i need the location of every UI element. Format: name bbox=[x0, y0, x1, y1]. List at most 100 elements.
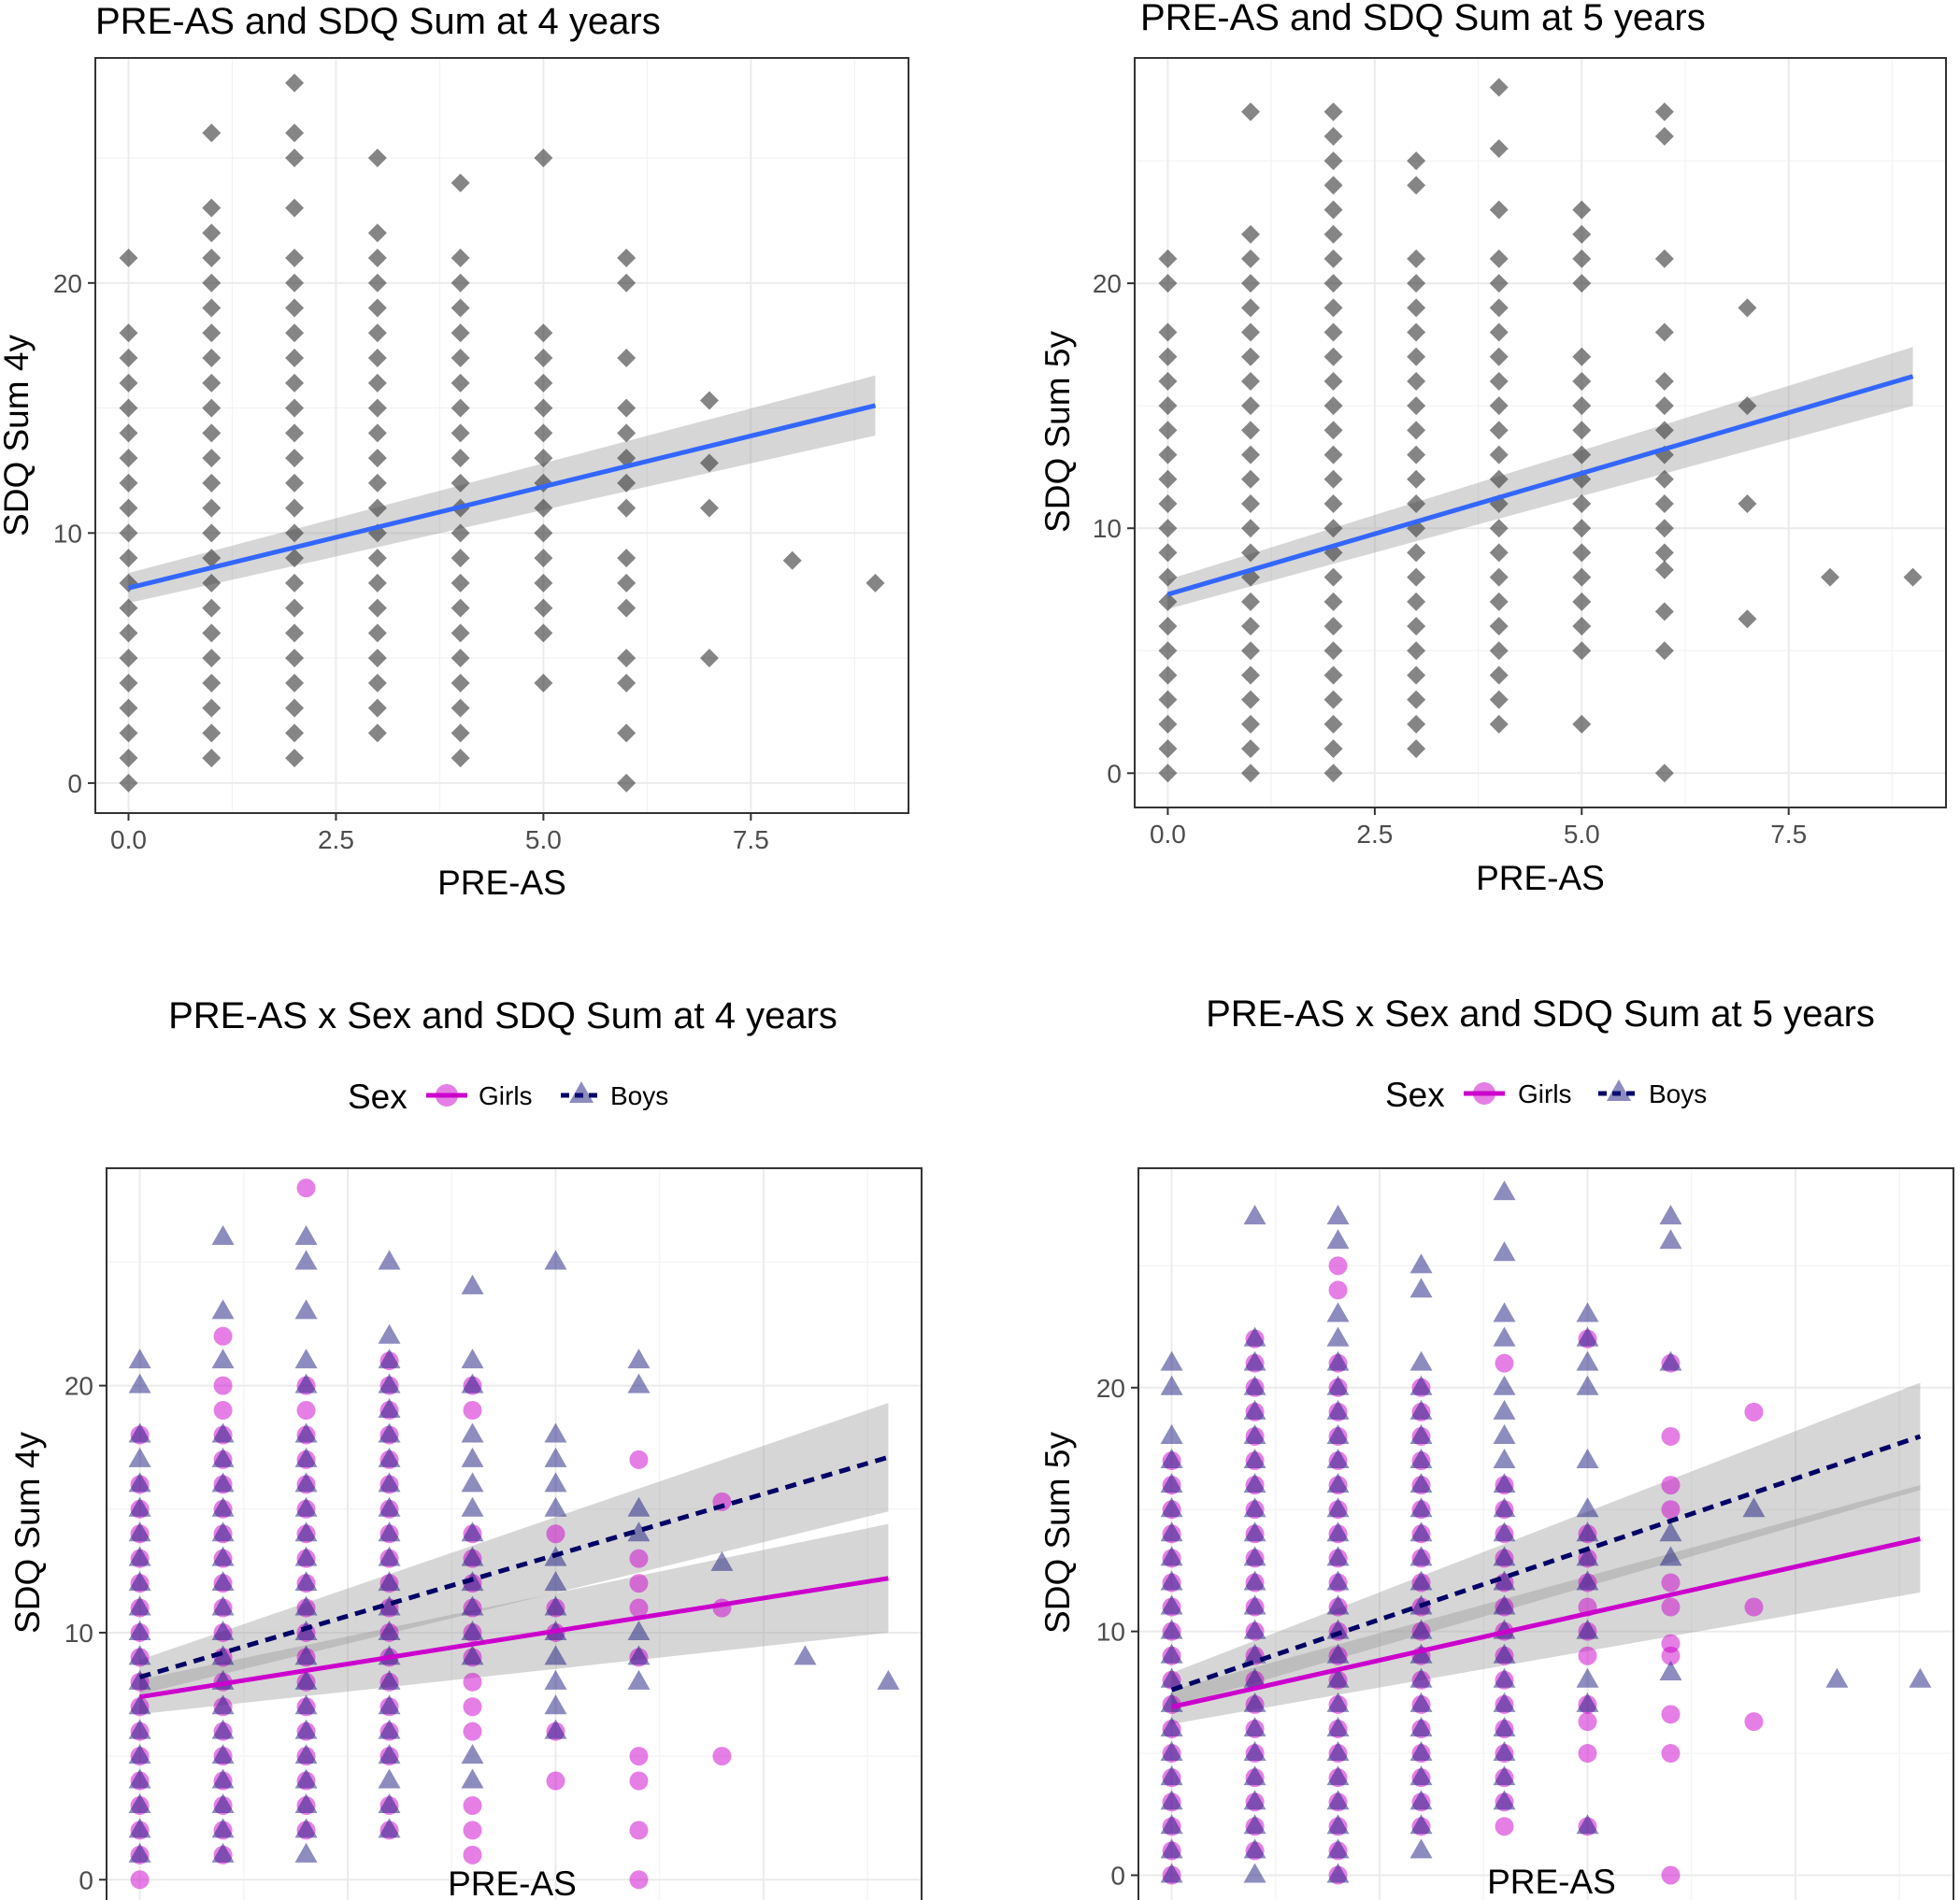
data-point bbox=[119, 423, 138, 443]
gridlines bbox=[1135, 58, 1946, 807]
data-point bbox=[119, 598, 138, 618]
data-point-boys bbox=[1409, 1741, 1433, 1762]
data-point bbox=[367, 423, 387, 443]
data-point-boys bbox=[1493, 1423, 1516, 1444]
data-point bbox=[1241, 494, 1260, 514]
data-point-boys bbox=[1493, 1643, 1516, 1664]
data-point bbox=[1158, 347, 1178, 366]
data-point bbox=[1572, 714, 1592, 734]
y-tick-label: 0 bbox=[79, 1865, 93, 1894]
data-point-boys bbox=[294, 1422, 318, 1443]
data-point-boys bbox=[1326, 1205, 1350, 1225]
data-point-boys bbox=[1576, 1497, 1599, 1518]
legend-key-boys bbox=[1598, 1079, 1639, 1101]
data-point bbox=[451, 549, 470, 568]
data-point bbox=[119, 749, 138, 768]
data-point bbox=[285, 523, 305, 543]
data-point-boys bbox=[1243, 1814, 1266, 1835]
data-point-boys bbox=[1409, 1375, 1433, 1395]
data-point bbox=[1323, 274, 1343, 293]
data-point bbox=[367, 298, 387, 318]
data-point bbox=[534, 523, 553, 543]
data-point bbox=[1158, 739, 1178, 759]
data-point-boys bbox=[378, 1349, 401, 1369]
data-point bbox=[202, 373, 222, 393]
data-point bbox=[1654, 641, 1674, 661]
data-point-girls bbox=[1495, 1353, 1514, 1373]
data-point bbox=[119, 349, 138, 368]
legend-label-boys: Boys bbox=[610, 1081, 668, 1110]
data-point bbox=[202, 598, 222, 618]
data-point-boys bbox=[1409, 1546, 1433, 1566]
data-point-girls bbox=[1744, 1402, 1764, 1421]
panel-4: PRE-AS x Sex and SDQ Sum at 5 years Sex … bbox=[1038, 993, 1954, 1900]
data-point bbox=[367, 273, 387, 293]
data-point bbox=[202, 498, 222, 518]
data-point bbox=[617, 398, 637, 418]
data-point-boys bbox=[1493, 1180, 1516, 1201]
data-point-boys bbox=[1243, 1546, 1266, 1566]
data-point bbox=[285, 673, 305, 693]
data-point bbox=[119, 698, 138, 718]
data-point-boys bbox=[128, 1496, 151, 1517]
data-point bbox=[367, 698, 387, 718]
data-point bbox=[1407, 249, 1426, 268]
data-point-boys bbox=[1160, 1716, 1183, 1736]
data-point-boys bbox=[211, 1349, 235, 1369]
data-point bbox=[367, 373, 387, 393]
data-point bbox=[1407, 665, 1426, 685]
data-point-girls bbox=[1661, 1634, 1681, 1653]
data-point bbox=[617, 498, 637, 518]
data-point bbox=[202, 749, 222, 768]
data-point-boys bbox=[461, 1768, 484, 1789]
data-point-boys bbox=[1160, 1375, 1183, 1395]
data-point-boys bbox=[1576, 1326, 1599, 1347]
data-point-boys bbox=[1409, 1838, 1433, 1859]
data-point bbox=[1489, 78, 1509, 97]
data-point bbox=[534, 498, 553, 518]
data-point-boys bbox=[1243, 1765, 1266, 1786]
data-point-boys bbox=[1825, 1667, 1849, 1688]
data-point bbox=[451, 649, 470, 668]
data-point-girls bbox=[629, 1821, 649, 1840]
data-point bbox=[1323, 322, 1343, 342]
data-point-boys bbox=[294, 1744, 318, 1764]
data-point bbox=[617, 649, 637, 668]
data-point-boys bbox=[794, 1645, 817, 1665]
data-point-boys bbox=[1160, 1643, 1183, 1664]
data-point bbox=[1572, 224, 1592, 244]
data-point-boys bbox=[1409, 1790, 1433, 1810]
data-point bbox=[285, 373, 305, 393]
data-point-boys bbox=[1409, 1253, 1433, 1274]
x-ticks: 0.0 2.5 5.0 7.5 bbox=[110, 813, 769, 854]
data-point-boys bbox=[1160, 1667, 1183, 1688]
data-point bbox=[367, 673, 387, 693]
data-point bbox=[699, 391, 719, 410]
data-point bbox=[1241, 298, 1260, 318]
data-point bbox=[1158, 567, 1178, 587]
y-axis-title: SDQ Sum 4y bbox=[8, 1432, 47, 1634]
data-point bbox=[367, 449, 387, 468]
gridlines bbox=[1138, 1168, 1953, 1900]
data-point bbox=[1654, 421, 1674, 440]
x-axis-title: PRE-AS bbox=[437, 864, 566, 902]
fit-line-girls bbox=[139, 1576, 889, 1700]
data-point-boys bbox=[378, 1768, 401, 1789]
data-point-boys bbox=[1493, 1326, 1516, 1347]
data-point bbox=[285, 423, 305, 443]
legend-boys-symbol bbox=[1607, 1079, 1631, 1101]
data-point-boys bbox=[1160, 1814, 1183, 1835]
data-point bbox=[202, 123, 222, 143]
data-point-boys bbox=[627, 1521, 651, 1542]
data-point bbox=[202, 223, 222, 243]
data-point bbox=[285, 73, 305, 93]
data-point-boys bbox=[544, 1645, 567, 1665]
data-point-boys bbox=[1326, 1814, 1350, 1835]
data-point bbox=[1489, 200, 1509, 220]
data-point-boys bbox=[128, 1620, 151, 1640]
data-point bbox=[285, 349, 305, 368]
data-point-boys bbox=[1243, 1205, 1266, 1225]
data-point bbox=[367, 623, 387, 643]
data-point bbox=[1407, 714, 1426, 734]
data-point bbox=[617, 723, 637, 743]
